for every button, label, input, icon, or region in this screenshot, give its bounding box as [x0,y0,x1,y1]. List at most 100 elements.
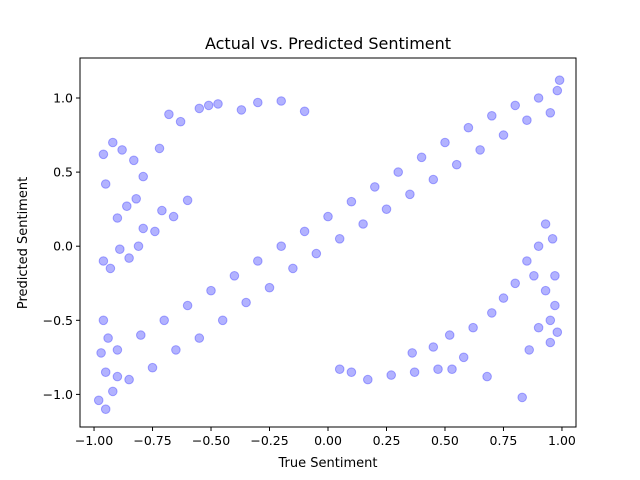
data-point [545,337,556,348]
data-point [311,248,322,259]
data-point [96,348,106,358]
data-point [545,315,556,326]
points-layer [93,75,565,415]
data-point [138,223,148,234]
chart-title: Actual vs. Predicted Sentiment [205,34,451,53]
data-point [540,219,551,229]
data-point [100,367,111,378]
data-point [157,205,167,216]
data-point [98,149,109,160]
x-tick-label: 0.50 [431,433,459,448]
data-point [540,285,551,296]
data-point [428,174,439,185]
data-point [334,234,345,244]
data-point [252,97,263,108]
data-point [444,330,455,340]
data-point [524,345,535,355]
data-point [241,297,251,308]
data-point [550,300,560,311]
data-point [299,226,310,237]
data-point [171,345,181,355]
data-point [147,362,158,373]
data-point [93,395,104,406]
data-point [236,105,247,115]
data-point [550,271,560,281]
data-point [346,196,357,207]
data-point [252,256,263,266]
data-point [194,103,205,114]
data-point [217,315,228,326]
data-point [115,244,125,254]
data-point [124,253,134,263]
data-point [98,256,109,266]
data-point [276,241,287,251]
data-point [487,111,497,121]
data-point [264,282,275,293]
data-point [533,93,544,103]
data-point [475,145,485,155]
data-point [136,330,146,340]
data-point [510,100,521,111]
data-point [529,271,539,281]
x-tick-label: −0.50 [192,433,230,448]
data-point [533,322,544,333]
data-point [112,371,123,382]
data-point [129,155,139,166]
data-point [182,195,193,206]
y-tick-label: 0.0 [53,239,73,254]
data-point [498,130,509,140]
data-point [124,374,134,385]
data-point [175,116,186,127]
data-point [100,179,111,189]
x-tick-label: 1.00 [548,433,576,448]
data-point [381,204,392,214]
data-point [451,159,462,170]
ticks-layer: −1.00 −0.75 −0.50 −0.25 0.00 0.25 0.50 0.75 1.00… [43,91,576,448]
data-point [159,315,169,326]
data-point [545,108,556,118]
data-point [428,342,439,352]
data-point [213,99,223,109]
data-point [358,219,368,229]
data-point [407,348,418,358]
data-point [122,201,132,211]
data-point [108,386,118,397]
data-point [112,213,123,223]
data-point [552,85,563,96]
data-point [498,293,509,303]
data-point [386,370,397,380]
data-point [416,152,427,163]
data-point [458,352,469,363]
data-point [517,392,528,403]
x-tick-label: −0.25 [250,433,288,448]
data-point [346,367,357,378]
data-point [150,226,160,237]
data-point [463,122,474,133]
data-point [482,371,492,382]
data-point [547,234,558,244]
data-point [131,194,141,204]
x-tick-label: 0.75 [490,433,518,448]
data-point [393,167,404,177]
data-point [363,374,373,385]
data-point [117,145,127,155]
data-point [288,263,298,274]
data-point [468,322,478,333]
data-point [510,278,521,289]
x-tick-label: 0.00 [314,433,342,448]
data-point [194,333,205,343]
y-tick-label: 0.5 [53,165,73,180]
data-point [552,327,563,338]
data-point [370,182,380,192]
x-axis-label: True Sentiment [278,456,378,471]
data-point [276,96,287,106]
x-tick-label: −1.00 [75,433,113,448]
data-point [522,115,532,125]
data-point [299,106,310,117]
data-point [98,315,109,326]
data-point [108,137,118,148]
data-point [154,143,165,154]
data-point [447,364,457,375]
